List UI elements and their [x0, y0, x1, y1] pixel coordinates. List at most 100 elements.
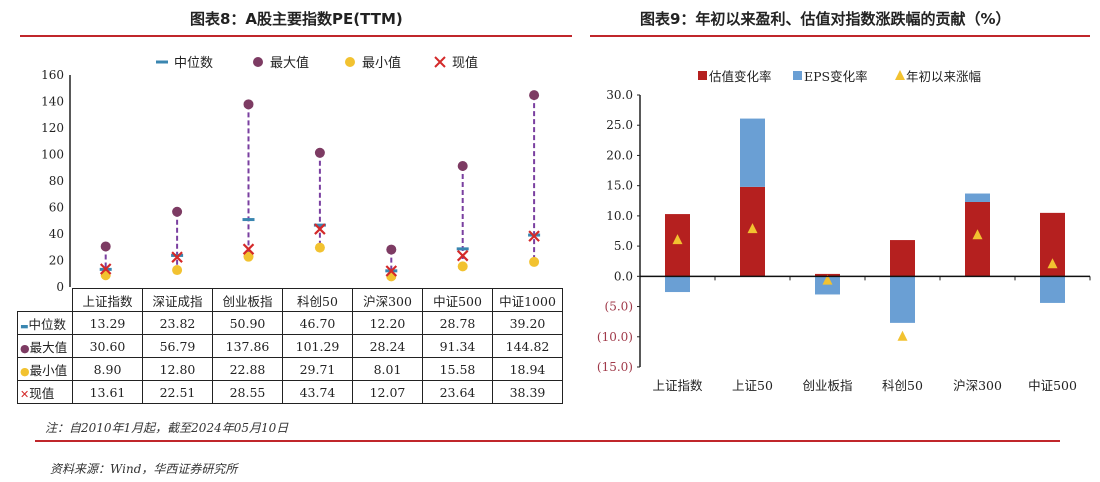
right-chart-title: 图表9：年初以来盈利、估值对指数涨跌幅的贡献（%） [640, 10, 1011, 28]
max-point [172, 206, 183, 217]
legend-item-1: EPS变化率 [793, 69, 868, 84]
ytd-return-marker [822, 274, 833, 285]
min-point [172, 265, 183, 276]
table-cell: 12.07 [352, 380, 423, 404]
table-cell: 12.20 [352, 311, 423, 335]
table-cell: 13.61 [72, 380, 143, 404]
table-cell: 101.29 [282, 334, 353, 358]
table-cell: 23.82 [142, 311, 213, 335]
legend-item-2: 年初以来涨幅 [895, 69, 981, 84]
current-point [385, 265, 398, 277]
y-tick-label: 25.0 [606, 118, 633, 132]
table-cell: 46.70 [282, 311, 353, 335]
table-row: ●最小值 8.90 12.80 22.88 29.71 8.01 15.58 18.94 [17, 357, 563, 381]
contrib-chart: (15.0) (10.0) (5.0) 0.0 5.0 10.0 15.0 20.0 25.0 3… [597, 69, 1091, 393]
y-tick-label: 140 [41, 95, 64, 109]
table-cell: 30.60 [72, 334, 143, 358]
legend-swatch-icon [698, 71, 707, 80]
pe-table: 上证指数 深证成指 创业板指 科创50 沪深300 中证500 中证1000 ▬中位数 13.2… [17, 288, 563, 404]
row-label-text: 中位数 [28, 316, 67, 332]
legend-label: 中位数 [174, 56, 213, 71]
table-cell: 137.86 [212, 334, 283, 358]
table-cell: 23.64 [422, 380, 493, 404]
row-label-text: 最大值 [29, 339, 68, 355]
legend-label: 年初以来涨幅 [906, 69, 981, 84]
column-header: 中证500 [422, 288, 493, 312]
min-point [243, 251, 254, 262]
table-cell: 22.51 [142, 380, 213, 404]
table-cell: 144.82 [492, 334, 563, 358]
circle-marker-icon: ● [20, 341, 30, 355]
table-cell: 38.39 [492, 380, 563, 404]
row-label: ✕现值 [17, 380, 73, 404]
table-cell: 8.01 [352, 357, 423, 381]
x-tick-label: 沪深300 [953, 378, 1002, 393]
legend-item-3: 现值 [434, 55, 478, 71]
x-tick-label: 上证50 [732, 378, 773, 393]
legend-label: 最小值 [362, 55, 401, 71]
eps-bar [1040, 276, 1065, 303]
current-point [456, 249, 469, 262]
table-cell: 22.88 [212, 357, 283, 381]
column-header: 中证1000 [492, 288, 563, 312]
y-tick-label: (15.0) [597, 360, 633, 374]
min-point [314, 242, 325, 253]
source-text: 资料来源：Wind，华西证券研究所 [50, 462, 238, 476]
circle-marker-icon [253, 57, 263, 67]
max-point [243, 99, 254, 110]
table-row: ✕现值 13.61 22.51 28.55 43.74 12.07 23.64 38.39 [17, 380, 563, 404]
column-header: 创业板指 [212, 288, 283, 312]
dash-marker-icon: ▬ [20, 321, 29, 332]
pe-chart: 0 20 40 60 80 100 120 140 160 中位数 最大值 最小值 现值 [41, 55, 541, 294]
y-tick-label: 20 [49, 254, 64, 268]
current-point [99, 263, 112, 275]
x-tick-label: 上证指数 [652, 378, 703, 393]
legend-label: 估值变化率 [709, 69, 772, 84]
x-tick-label: 创业板指 [802, 378, 852, 393]
ytd-return-marker [897, 330, 908, 341]
current-point [528, 230, 540, 242]
column-header: 深证成指 [142, 288, 213, 312]
ytd-return-marker [1047, 258, 1058, 269]
x-tick-label: 中证500 [1028, 378, 1077, 393]
valuation-bar [665, 214, 690, 277]
x-tick-label: 科创50 [882, 378, 923, 393]
valuation-bar [890, 240, 915, 277]
row-label: ●最小值 [17, 357, 73, 381]
current-point [171, 251, 183, 263]
eps-bar [965, 193, 990, 202]
table-cell: 18.94 [492, 357, 563, 381]
table-corner [18, 289, 73, 312]
y-tick-label: 0 [56, 280, 64, 294]
row-label: ▬中位数 [17, 311, 73, 335]
ytd-return-marker [972, 229, 983, 240]
legend-label: EPS变化率 [804, 69, 868, 84]
y-tick-label: (10.0) [597, 330, 633, 344]
table-cell: 29.71 [282, 357, 353, 381]
eps-bar [665, 276, 690, 293]
y-tick-label: 5.0 [614, 239, 633, 253]
column-header: 沪深300 [352, 288, 423, 312]
max-point [386, 244, 397, 255]
table-row: ▬中位数 13.29 23.82 50.90 46.70 12.20 28.78 39.20 [17, 311, 563, 335]
legend-item-1: 最大值 [253, 55, 309, 71]
column-header: 上证指数 [72, 288, 143, 312]
y-tick-label: 20.0 [606, 148, 633, 162]
triangle-icon [895, 70, 905, 80]
eps-bar [815, 276, 840, 295]
table-cell: 28.55 [212, 380, 283, 404]
legend-item-2: 最小值 [345, 55, 401, 71]
y-tick-label: 10.0 [606, 209, 633, 223]
table-cell: 15.58 [422, 357, 493, 381]
table-cell: 91.34 [422, 334, 493, 358]
row-label-text: 最小值 [29, 362, 68, 378]
min-point [457, 261, 468, 272]
legend-item-0: 中位数 [156, 56, 213, 71]
y-tick-label: 15.0 [606, 179, 633, 193]
table-cell: 39.20 [492, 311, 563, 335]
table-cell: 43.74 [282, 380, 353, 404]
legend-label: 最大值 [270, 55, 309, 71]
ytd-return-marker [672, 234, 683, 245]
table-row: ●最大值 30.60 56.79 137.86 101.29 28.24 91.34 144.… [17, 334, 563, 358]
footer-rule [35, 440, 1060, 442]
